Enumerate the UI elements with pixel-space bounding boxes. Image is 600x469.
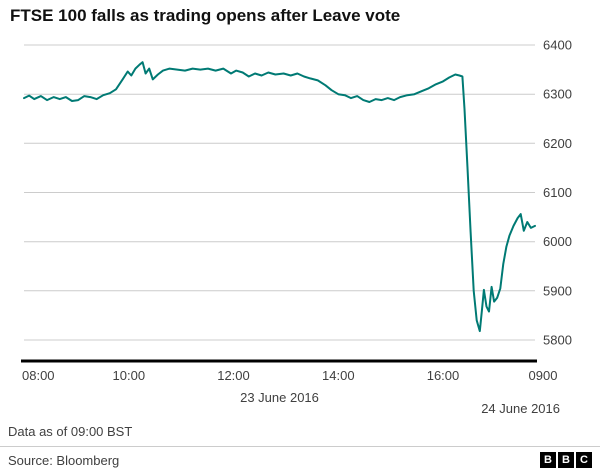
footer-divider bbox=[0, 446, 600, 447]
x-tick-label: 0900 bbox=[529, 368, 558, 383]
date-labels: 23 June 2016 24 June 2016 bbox=[240, 390, 560, 416]
line-chart: 6400 6300 6200 6100 6000 5900 5800 08:00 10:00 1… bbox=[21, 38, 572, 416]
y-tick-label: 5800 bbox=[543, 333, 572, 348]
y-axis-labels: 6400 6300 6200 6100 6000 5900 5800 bbox=[543, 38, 572, 348]
x-tick-label: 16:00 bbox=[427, 368, 460, 383]
bbc-logo-block-c: C bbox=[576, 452, 592, 468]
bbc-logo: B B C bbox=[540, 452, 592, 468]
y-tick-label: 6100 bbox=[543, 185, 572, 200]
x-tick-label: 14:00 bbox=[322, 368, 355, 383]
y-tick-label: 6400 bbox=[543, 38, 572, 53]
bbc-logo-block-b2: B bbox=[558, 452, 574, 468]
y-tick-label: 6000 bbox=[543, 234, 572, 249]
source-text: Source: Bloomberg bbox=[8, 452, 120, 468]
x-tick-label: 12:00 bbox=[217, 368, 250, 383]
price-line bbox=[23, 61, 536, 333]
y-tick-label: 6200 bbox=[543, 136, 572, 151]
source-row: Source: Bloomberg B B C bbox=[0, 447, 600, 468]
y-tick-label: 5900 bbox=[543, 283, 572, 298]
x-axis-labels: 08:00 10:00 12:00 14:00 16:00 0900 bbox=[22, 368, 557, 383]
date-label: 24 June 2016 bbox=[481, 401, 560, 416]
bbc-logo-block-b1: B bbox=[540, 452, 556, 468]
x-tick-label: 10:00 bbox=[113, 368, 146, 383]
y-tick-label: 6300 bbox=[543, 87, 572, 102]
data-note: Data as of 09:00 BST bbox=[8, 424, 133, 439]
gridlines bbox=[24, 44, 535, 341]
chart-title: FTSE 100 falls as trading opens after Le… bbox=[10, 6, 401, 25]
date-label: 23 June 2016 bbox=[240, 390, 319, 405]
x-tick-label: 08:00 bbox=[22, 368, 55, 383]
